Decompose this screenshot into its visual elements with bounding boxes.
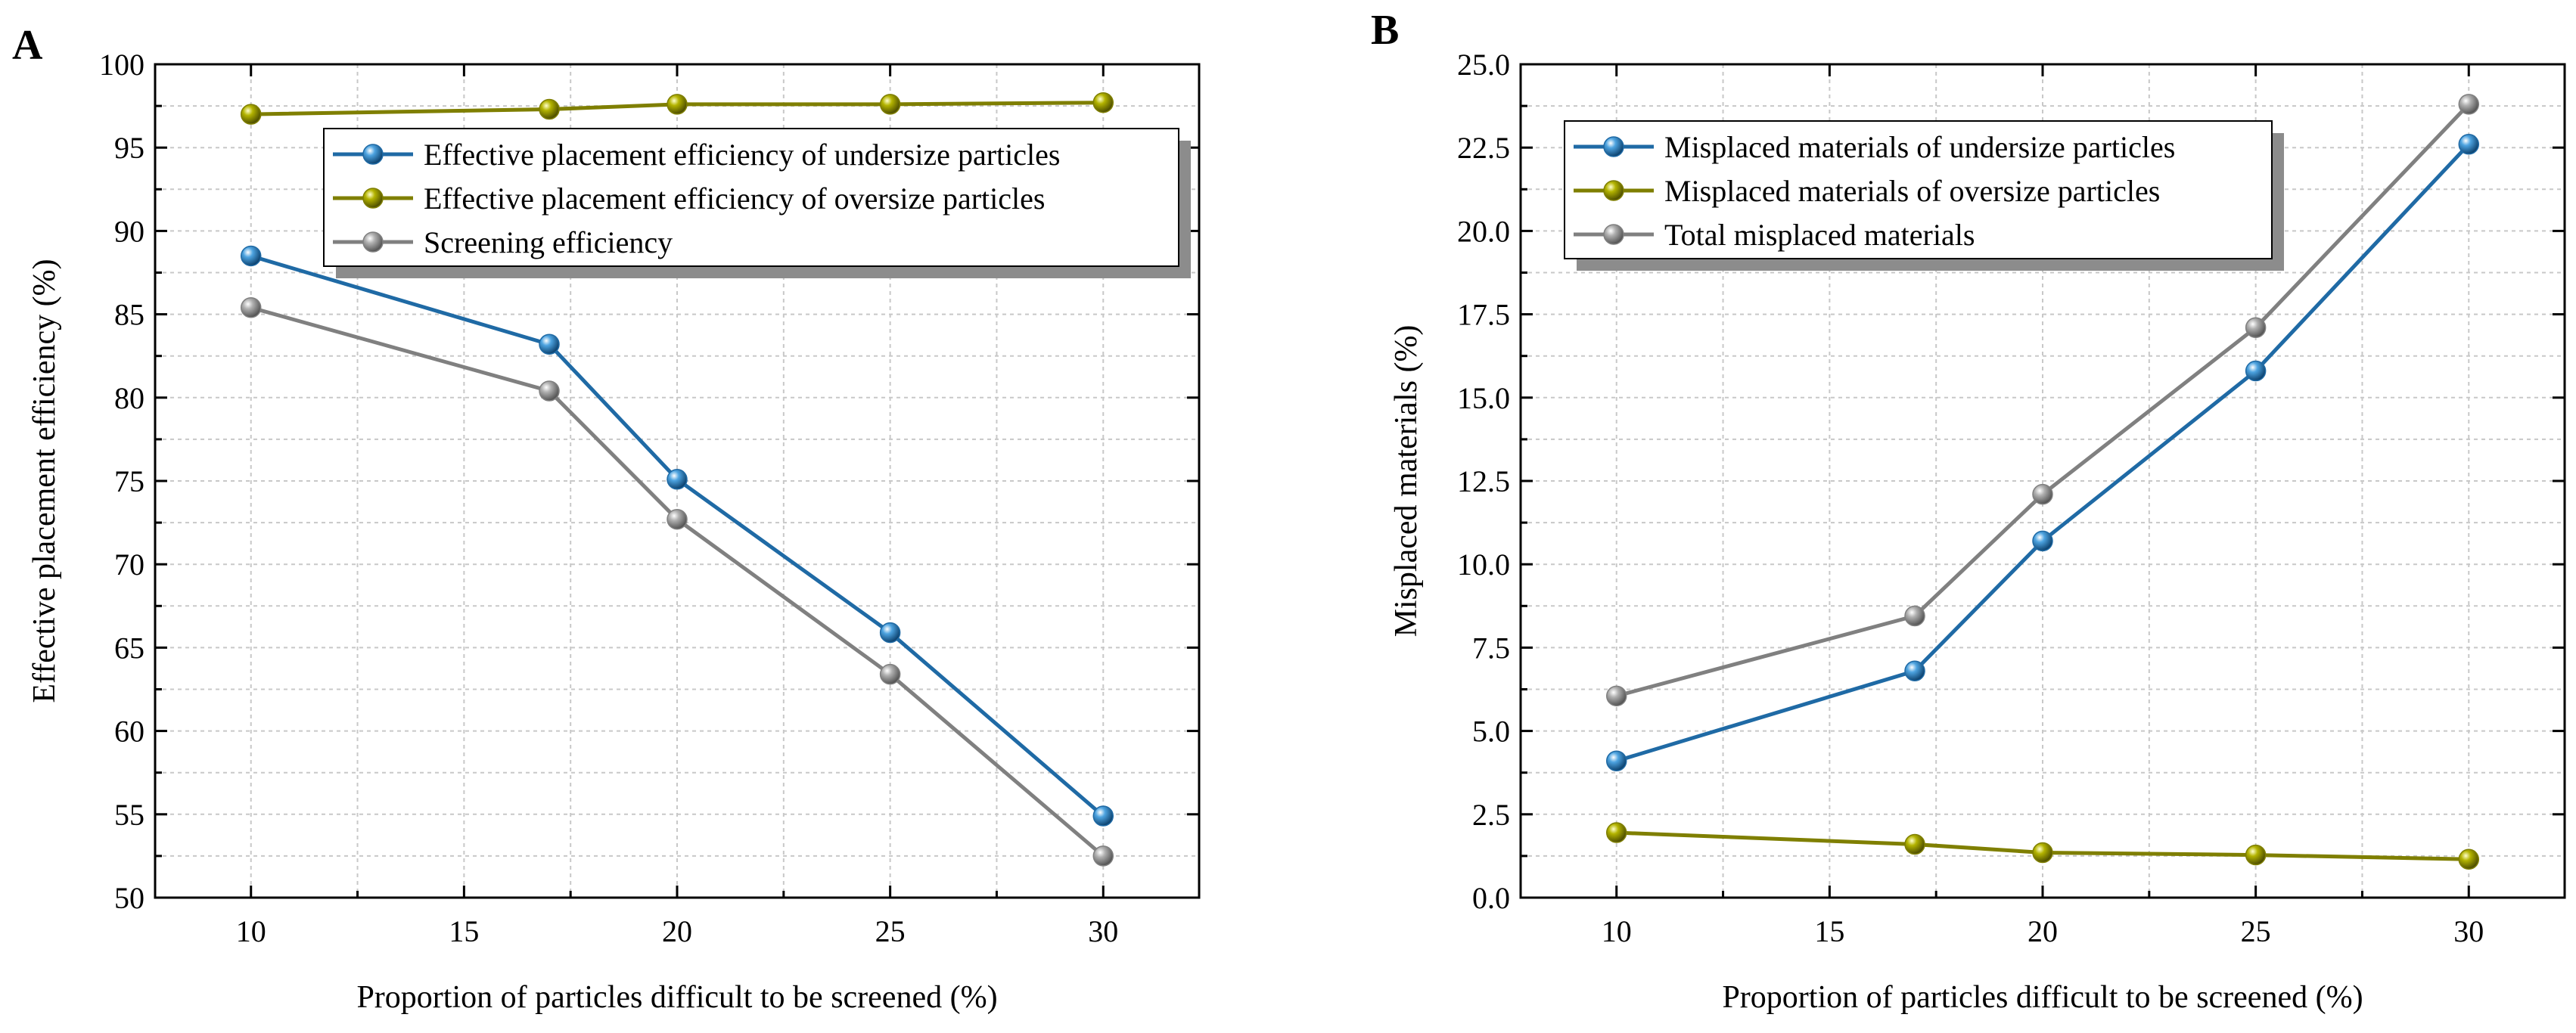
legend: Misplaced materials of undersize particl… — [1564, 120, 2284, 271]
data-point — [1605, 822, 1627, 843]
x-axis-label: Proportion of particles difficult to be … — [356, 980, 997, 1015]
x-tick-label: 20 — [2028, 914, 2058, 948]
data-point — [1605, 685, 1627, 707]
panel-B: 10 15 20 25 30 0.0 2.5 5.0 7.5 10.0 12.5 15.0 17.5 20… — [1371, 7, 2566, 1015]
y-tick-label: 70 — [114, 548, 144, 582]
legend-label: Misplaced materials of oversize particle… — [1664, 174, 2160, 208]
y-tick-label: 20.0 — [1457, 214, 1510, 248]
data-point — [539, 333, 560, 355]
data-point — [2458, 94, 2480, 115]
data-point — [1092, 805, 1114, 827]
y-tick-label: 55 — [114, 798, 144, 832]
legend-label: Misplaced materials of undersize particl… — [1664, 130, 2175, 164]
legend-marker — [362, 144, 384, 165]
y-tick-label: 50 — [114, 881, 144, 915]
series-2 — [1605, 822, 2480, 870]
y-tick-label: 75 — [114, 464, 144, 498]
data-point — [1605, 750, 1627, 772]
series-3 — [240, 297, 1114, 867]
data-point — [1092, 92, 1114, 113]
x-tick-label: 15 — [449, 914, 479, 948]
data-point — [2458, 134, 2480, 155]
y-tick-label: 25.0 — [1457, 48, 1510, 82]
y-tick-label: 60 — [114, 715, 144, 749]
x-tick-label: 30 — [2453, 914, 2484, 948]
data-point — [1904, 833, 1925, 855]
legend: Effective placement efficiency of unders… — [323, 128, 1191, 278]
series-2 — [240, 92, 1114, 125]
data-point — [1904, 605, 1925, 627]
data-point — [2032, 483, 2053, 505]
y-tick-label: 12.5 — [1457, 464, 1510, 498]
data-point — [539, 380, 560, 402]
data-point — [2458, 848, 2480, 870]
legend-marker — [1603, 136, 1624, 157]
series-1 — [1605, 134, 2480, 772]
legend-box — [1564, 120, 2273, 259]
data-point — [1092, 845, 1114, 867]
legend-label: Effective placement efficiency of oversi… — [424, 181, 1045, 216]
legend-marker — [362, 188, 384, 209]
x-tick-label: 15 — [1814, 914, 1844, 948]
series-1 — [240, 245, 1114, 827]
panel-A: 10 15 20 25 30 50 55 60 65 70 75 80 85 90 95 100 Proport… — [12, 22, 1201, 1015]
data-point — [2245, 317, 2267, 338]
x-tick-label: 30 — [1088, 914, 1118, 948]
gridlines — [1521, 64, 2565, 898]
panel-letter: B — [1371, 7, 1399, 54]
y-tick-label: 100 — [99, 48, 144, 82]
panel-letter: A — [12, 22, 43, 69]
legend-label: Total misplaced materials — [1664, 218, 1975, 252]
x-axis-label: Proportion of particles difficult to be … — [1722, 980, 2363, 1015]
y-tick-label: 95 — [114, 131, 144, 165]
legend-marker — [1603, 224, 1624, 245]
data-point — [539, 98, 560, 120]
x-tick-label: 10 — [236, 914, 266, 948]
x-tick-label: 25 — [2241, 914, 2271, 948]
y-tick-label: 80 — [114, 381, 144, 415]
y-axis-label: Effective placement efficiency (%) — [27, 259, 62, 703]
data-point — [2245, 360, 2267, 382]
y-tick-label: 90 — [114, 214, 144, 248]
series-3 — [1605, 94, 2480, 707]
y-tick-label: 7.5 — [1472, 631, 1510, 665]
y-tick-label: 2.5 — [1472, 798, 1510, 832]
data-point — [2245, 844, 2267, 866]
y-axis-label: Misplaced materials (%) — [1389, 325, 1424, 637]
y-tick-label: 0.0 — [1472, 881, 1510, 915]
y-tick-label: 15.0 — [1457, 381, 1510, 415]
data-point — [1904, 660, 1925, 682]
data-point — [240, 297, 262, 318]
legend-box — [323, 128, 1179, 267]
data-point — [879, 622, 901, 644]
legend-marker — [362, 231, 384, 253]
legend-label: Screening efficiency — [424, 225, 673, 259]
y-tick-label: 5.0 — [1472, 715, 1510, 749]
x-tick-label: 10 — [1602, 914, 1632, 948]
y-tick-label: 65 — [114, 631, 144, 665]
legend-marker — [1603, 180, 1624, 201]
data-point — [240, 104, 262, 125]
x-tick-label: 20 — [662, 914, 692, 948]
y-tick-label: 85 — [114, 298, 144, 332]
data-point — [2032, 842, 2053, 864]
legend-label: Effective placement efficiency of unders… — [424, 138, 1060, 172]
y-tick-label: 17.5 — [1457, 298, 1510, 332]
data-point — [879, 663, 901, 685]
data-point — [667, 469, 688, 490]
y-tick-label: 22.5 — [1457, 131, 1510, 165]
data-point — [667, 94, 688, 115]
data-point — [667, 508, 688, 530]
data-point — [2032, 530, 2053, 552]
data-point — [240, 245, 262, 267]
x-tick-label: 25 — [875, 914, 906, 948]
y-tick-label: 10.0 — [1457, 548, 1510, 582]
data-point — [879, 94, 901, 115]
